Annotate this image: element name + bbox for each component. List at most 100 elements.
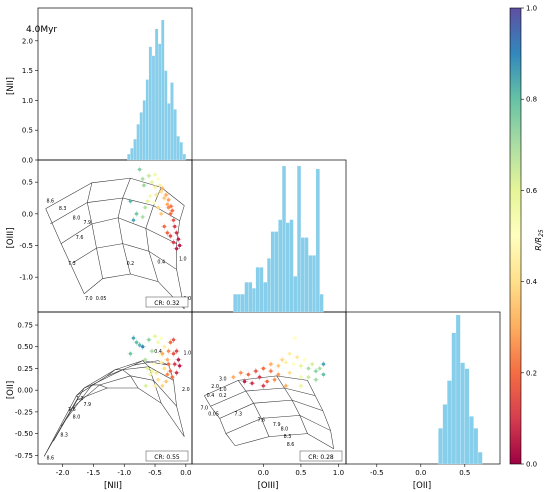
data-point	[165, 231, 169, 235]
x-tick-label: 0.5	[459, 469, 470, 477]
cr-label-oii-oiii: CR: 0.28	[308, 454, 334, 461]
data-point	[176, 358, 181, 362]
hist-bar	[173, 109, 177, 161]
data-point	[295, 355, 299, 359]
data-point	[162, 345, 166, 349]
hist-bar	[464, 368, 470, 465]
y-tick-label: 2.0	[22, 37, 33, 45]
model-grid-line	[86, 182, 103, 279]
grid-label: 0.05	[96, 296, 107, 302]
data-point	[148, 372, 152, 377]
data-point	[146, 199, 150, 203]
data-point	[153, 384, 157, 388]
data-point	[173, 362, 177, 366]
hist-bar	[161, 19, 165, 161]
data-point	[168, 340, 173, 344]
data-point	[173, 224, 177, 229]
data-point	[273, 378, 277, 382]
data-point	[159, 360, 163, 364]
data-point	[166, 205, 171, 210]
data-point	[159, 190, 163, 194]
data-point	[141, 215, 145, 219]
data-point	[165, 358, 169, 362]
hist-bar	[164, 70, 168, 161]
data-point	[306, 375, 311, 379]
grid-label: 8.0	[73, 414, 81, 420]
hist-bar	[274, 231, 279, 313]
colorbar	[509, 7, 522, 465]
data-point	[166, 198, 171, 202]
grid-label: 7.3	[234, 411, 242, 417]
data-point	[321, 372, 326, 377]
data-point	[276, 372, 280, 377]
x-tick-label: 1.0	[333, 469, 344, 477]
x-tick-label: -2.0	[56, 469, 70, 477]
hist-bar	[139, 112, 143, 161]
hist-bar	[289, 219, 294, 313]
grid-label: 0.2	[219, 393, 227, 399]
model-grid-line	[45, 177, 185, 209]
hist-bar	[179, 142, 183, 161]
data-point	[168, 234, 173, 238]
hist-bar	[447, 380, 452, 465]
xlabel-nii: [NII]	[104, 481, 122, 491]
data-point	[175, 247, 179, 251]
hist-bar	[455, 314, 461, 465]
hist-bar	[285, 222, 290, 313]
age-label: 4.0Myr	[26, 25, 57, 35]
data-point	[284, 360, 288, 364]
x-tick-label: 0.0	[415, 469, 426, 477]
data-point	[299, 364, 303, 368]
xlabel-oiii: [OIII]	[258, 481, 279, 491]
grid-label: 2.0	[211, 384, 219, 390]
data-point	[165, 202, 169, 206]
colorbar-tick-label: 1.0	[526, 5, 537, 13]
ylabel-oiii: [OIII]	[6, 228, 16, 249]
hist-bar	[154, 28, 159, 161]
grid-label: 7.6	[68, 407, 76, 413]
y-tick-label: -1.0	[19, 274, 33, 282]
grid-label: 0.05	[208, 411, 219, 417]
data-point	[154, 193, 158, 197]
data-point	[169, 204, 173, 208]
data-point	[288, 352, 292, 356]
hist-bar	[233, 294, 238, 313]
data-point	[146, 366, 150, 371]
data-point	[134, 212, 139, 216]
data-point	[162, 366, 166, 371]
hist-bar	[182, 153, 186, 161]
data-point	[150, 369, 154, 373]
grid-label: 7.6	[257, 417, 265, 423]
data-point	[291, 362, 296, 366]
ylabel-oii: [OII]	[6, 381, 16, 399]
data-point	[178, 243, 182, 248]
hist-bar	[473, 428, 479, 465]
hist-bar	[477, 451, 483, 465]
data-point	[147, 338, 151, 342]
data-point	[152, 200, 156, 205]
grid-label: 1.0	[219, 387, 227, 393]
data-point	[175, 349, 179, 353]
hist-bar	[315, 168, 320, 313]
cr-label-oii-nii: CR: 0.55	[154, 454, 180, 461]
colorbar-tick-label: 0.2	[526, 369, 537, 377]
grid-label: 7.0	[85, 296, 93, 302]
data-point	[156, 177, 160, 181]
data-point	[303, 358, 307, 362]
grid-label: 7.3	[76, 396, 84, 402]
hist-bar	[451, 332, 457, 465]
model-grid-line	[158, 360, 185, 437]
y-tick-label: 0.0	[22, 157, 33, 165]
data-point	[153, 334, 157, 338]
data-point	[154, 371, 158, 375]
data-point	[299, 384, 303, 388]
model-grid-line	[145, 187, 162, 282]
data-point	[168, 369, 173, 373]
hist-bar	[300, 237, 305, 313]
hist-bar	[460, 362, 465, 465]
y-tick-label: 0.00	[17, 387, 33, 395]
data-point	[148, 194, 152, 198]
data-point	[314, 369, 318, 373]
grid-label: 8.3	[60, 433, 68, 439]
hist-bar	[469, 416, 474, 465]
